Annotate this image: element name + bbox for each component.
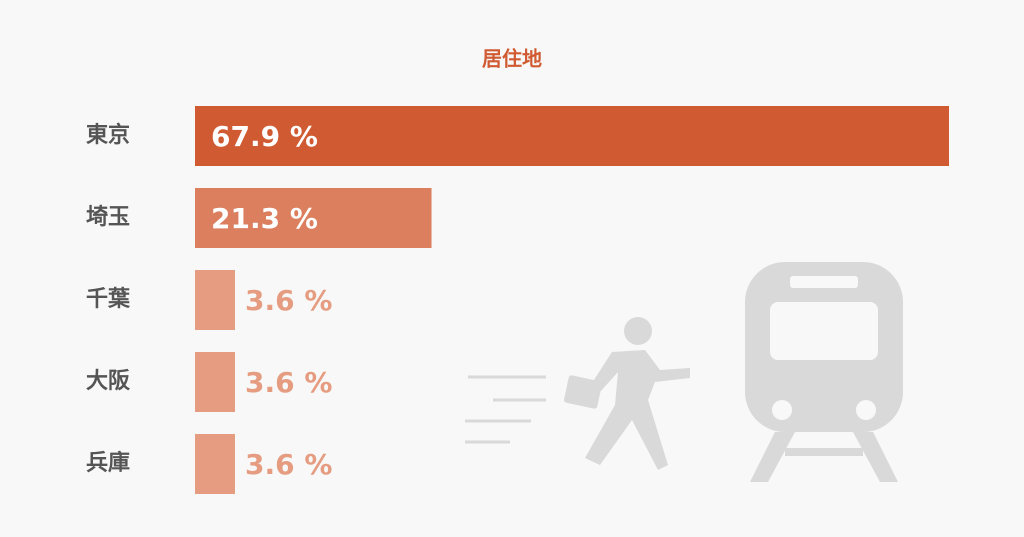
- category-label: 東京: [86, 122, 130, 148]
- value-label: 3.6 %: [245, 448, 332, 481]
- bar: [195, 352, 235, 412]
- category-label: 千葉: [86, 287, 131, 312]
- illustration: [465, 262, 903, 482]
- speed-lines: [465, 375, 546, 444]
- bar: [195, 270, 235, 330]
- bar: [195, 188, 432, 248]
- category-label: 兵庫: [86, 450, 130, 476]
- value-label: 3.6 %: [245, 366, 332, 399]
- chart-title: 居住地: [482, 47, 542, 71]
- bar: [195, 106, 949, 166]
- value-label: 21.3 %: [211, 202, 318, 235]
- value-label: 3.6 %: [245, 284, 332, 317]
- bar: [195, 434, 235, 494]
- value-label: 67.9 %: [211, 120, 318, 153]
- person-icon: [564, 317, 690, 470]
- category-label: 大阪: [86, 369, 130, 394]
- train-icon: [745, 262, 903, 482]
- category-label: 埼玉: [86, 205, 130, 230]
